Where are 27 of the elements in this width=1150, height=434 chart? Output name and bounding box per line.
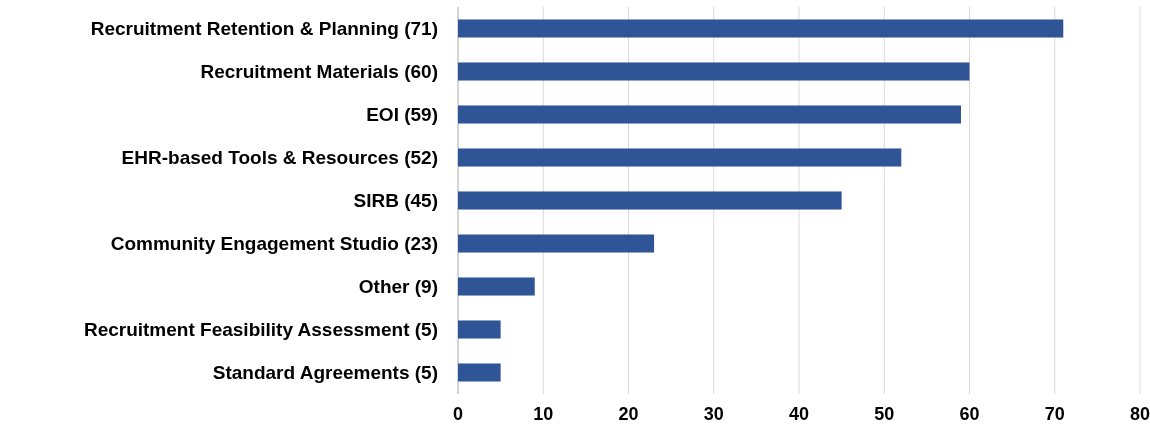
x-tick-label: 70 <box>1044 404 1065 424</box>
y-tick-label: EOI (59) <box>366 104 438 126</box>
y-tick-label: Recruitment Feasibility Assessment (5) <box>83 319 438 341</box>
bar <box>458 62 970 81</box>
bar <box>458 105 961 124</box>
bar <box>458 320 501 339</box>
bar <box>458 191 842 210</box>
bar <box>458 363 501 382</box>
y-tick-label: Recruitment Retention & Planning (71) <box>90 18 438 40</box>
x-tick-label: 50 <box>874 404 895 424</box>
bar <box>458 19 1064 38</box>
x-tick-label: 30 <box>703 404 724 424</box>
x-tick-label: 80 <box>1129 404 1150 424</box>
y-tick-label: Standard Agreements (5) <box>212 362 438 384</box>
x-tick-label: 0 <box>452 404 464 424</box>
y-tick-label: SIRB (45) <box>353 190 438 212</box>
bar <box>458 277 535 296</box>
y-tick-label: EHR-based Tools & Resources (52) <box>121 147 438 169</box>
x-tick-label: 20 <box>618 404 639 424</box>
x-tick-label: 40 <box>788 404 810 424</box>
y-tick-label: Other (9) <box>358 276 438 298</box>
bar <box>458 148 902 167</box>
x-tick-label: 60 <box>959 404 980 424</box>
bar <box>458 234 655 253</box>
y-tick-label: Community Engagement Studio (23) <box>110 233 438 255</box>
y-tick-label: Recruitment Materials (60) <box>200 61 438 83</box>
x-tick-label: 10 <box>533 404 554 424</box>
